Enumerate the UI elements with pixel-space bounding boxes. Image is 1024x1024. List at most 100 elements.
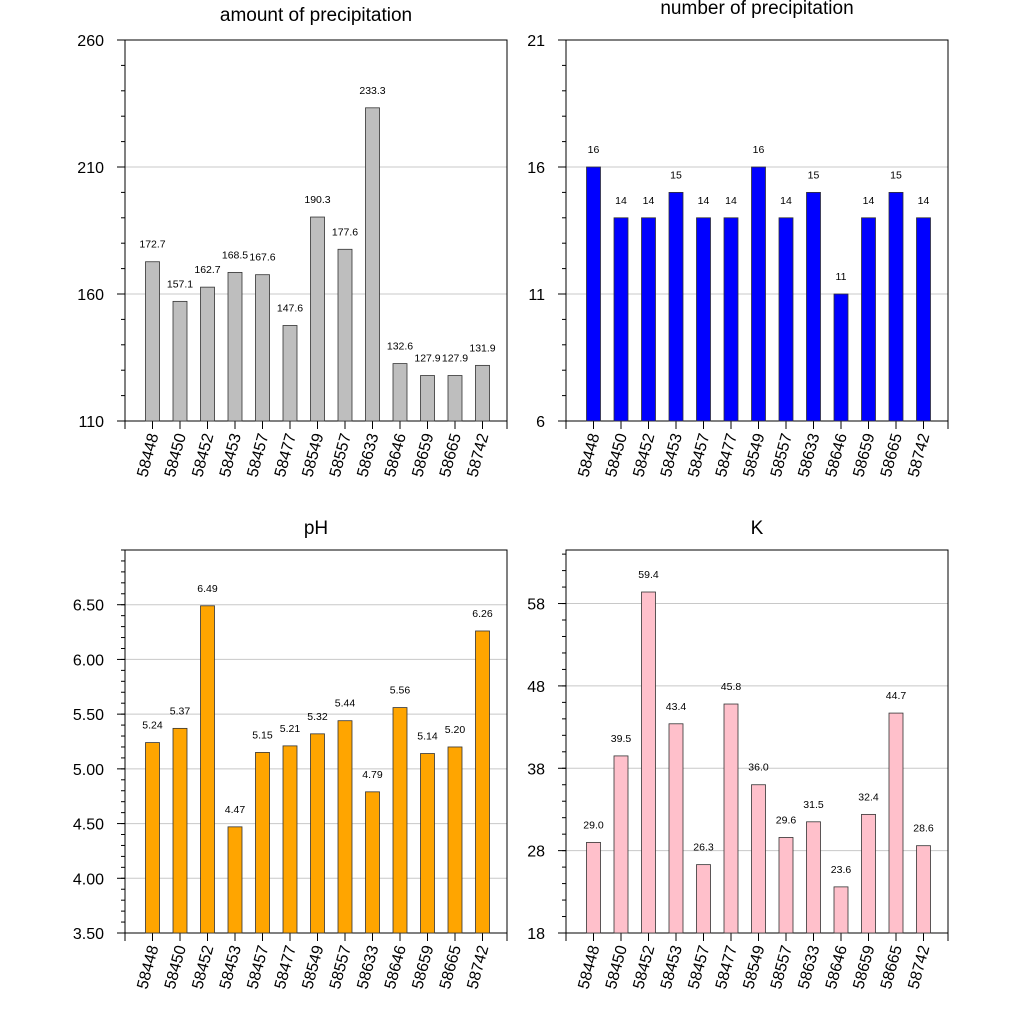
data-label: 4.79	[362, 769, 383, 781]
bar	[861, 813, 876, 934]
bar	[420, 375, 435, 422]
data-label: 14	[725, 195, 737, 207]
bar	[145, 261, 160, 422]
data-label: 172.7	[139, 239, 165, 251]
y-tick-label: 160	[77, 287, 104, 304]
bar	[365, 791, 380, 934]
data-label: 127.9	[414, 353, 440, 365]
bar	[723, 217, 739, 422]
data-label: 157.1	[167, 278, 193, 290]
chart-title: number of precipitation	[660, 0, 853, 19]
data-label: 5.37	[170, 705, 191, 717]
bar	[392, 363, 408, 422]
bar	[833, 886, 849, 934]
bar	[613, 217, 629, 422]
data-label: 147.6	[277, 302, 303, 314]
data-label: 5.44	[335, 698, 356, 710]
bar	[200, 605, 215, 934]
bar	[172, 300, 188, 422]
bar	[282, 745, 298, 934]
data-label: 36.0	[748, 762, 769, 774]
bar	[392, 707, 408, 934]
data-label: 5.24	[142, 720, 163, 732]
data-label: 6.49	[197, 583, 218, 595]
bar	[255, 274, 270, 422]
data-label: 26.3	[693, 842, 714, 854]
bar	[888, 191, 904, 422]
chart-title: pH	[304, 518, 328, 539]
bar	[172, 727, 188, 934]
data-label: 131.9	[469, 342, 495, 354]
data-label: 14	[698, 195, 710, 207]
y-tick-label: 28	[527, 844, 545, 861]
y-tick-label: 38	[527, 761, 545, 778]
bar	[255, 752, 270, 934]
data-label: 28.6	[913, 823, 934, 835]
bar	[365, 107, 380, 422]
data-label: 6.26	[472, 608, 493, 620]
data-label: 14	[643, 195, 655, 207]
bar	[475, 630, 490, 934]
data-label: 132.6	[387, 341, 413, 353]
y-tick-label: 58	[527, 597, 545, 614]
bar	[806, 191, 821, 422]
data-label: 168.5	[222, 249, 248, 261]
y-tick-label: 3.50	[73, 926, 104, 943]
data-label: 162.7	[194, 264, 220, 276]
chart-title: K	[751, 518, 764, 539]
bar	[641, 217, 656, 422]
y-tick-label: 6.00	[73, 652, 104, 669]
y-tick-label: 48	[527, 679, 545, 696]
bar	[916, 845, 931, 934]
bar	[806, 821, 821, 934]
data-label: 5.15	[252, 729, 273, 741]
bar	[447, 746, 463, 934]
bar	[282, 325, 298, 422]
bar	[586, 841, 601, 934]
data-label: 14	[863, 195, 875, 207]
data-label: 14	[780, 195, 792, 207]
y-tick-label: 210	[77, 160, 104, 177]
bar	[833, 293, 849, 422]
bar	[696, 864, 711, 934]
bar	[310, 733, 325, 934]
bar	[778, 837, 794, 934]
bar	[447, 375, 463, 422]
bar	[200, 286, 215, 422]
bar	[668, 723, 684, 934]
bar	[751, 166, 766, 422]
data-label: 15	[670, 169, 682, 181]
bar	[751, 784, 766, 934]
bar	[861, 217, 876, 422]
data-label: 127.9	[442, 353, 468, 365]
bar	[888, 712, 904, 934]
data-label: 5.56	[390, 685, 411, 697]
bar	[227, 826, 243, 934]
data-label: 5.20	[445, 724, 466, 736]
bar	[916, 217, 931, 422]
data-label: 39.5	[611, 733, 632, 745]
bar	[778, 217, 794, 422]
data-label: 15	[808, 169, 820, 181]
y-tick-label: 16	[527, 160, 545, 177]
data-label: 16	[588, 144, 600, 156]
data-label: 4.47	[225, 804, 246, 816]
bar	[337, 720, 353, 934]
y-tick-label: 6	[536, 414, 545, 431]
y-tick-label: 260	[77, 33, 104, 50]
data-label: 29.0	[583, 819, 604, 831]
data-label: 59.4	[638, 569, 659, 581]
data-label: 16	[753, 144, 765, 156]
data-label: 15	[890, 169, 902, 181]
data-label: 5.14	[417, 731, 438, 743]
data-label: 233.3	[359, 85, 385, 97]
bar	[586, 166, 601, 422]
data-label: 167.6	[249, 252, 275, 264]
bar	[420, 753, 435, 934]
bar	[613, 755, 629, 934]
data-label: 14	[615, 195, 627, 207]
bar	[723, 703, 739, 934]
chart-title: amount of precipitation	[220, 5, 412, 26]
bar	[145, 742, 160, 934]
